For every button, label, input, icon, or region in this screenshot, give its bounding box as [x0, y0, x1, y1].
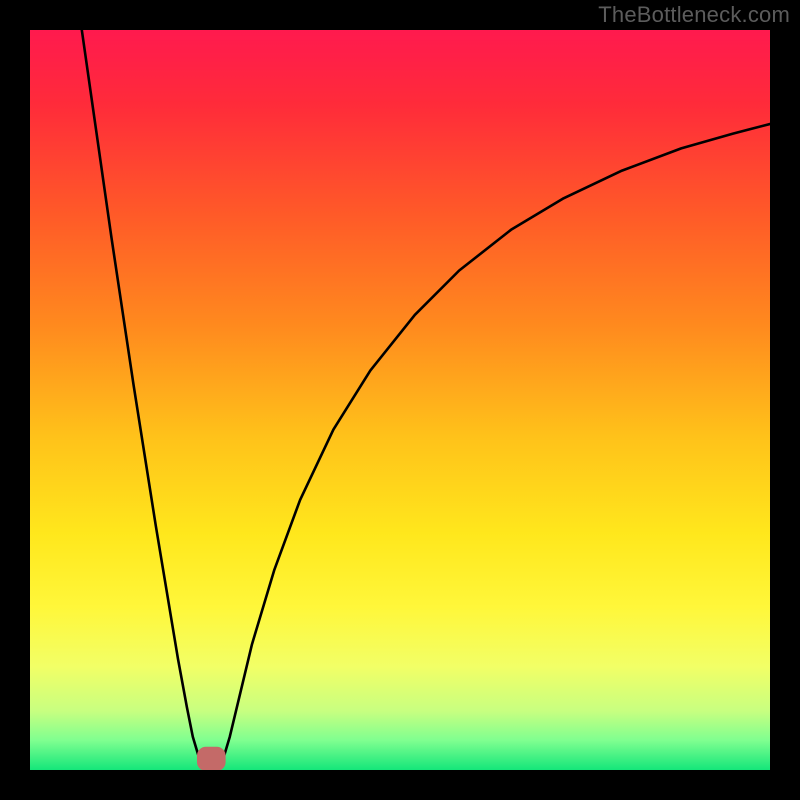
- bottom-marker: [198, 748, 225, 770]
- chart-svg: [30, 30, 770, 770]
- bottleneck-curve-chart: [30, 30, 770, 770]
- chart-root: TheBottleneck.com: [0, 0, 800, 800]
- watermark-text: TheBottleneck.com: [598, 2, 790, 28]
- gradient-background: [30, 30, 770, 770]
